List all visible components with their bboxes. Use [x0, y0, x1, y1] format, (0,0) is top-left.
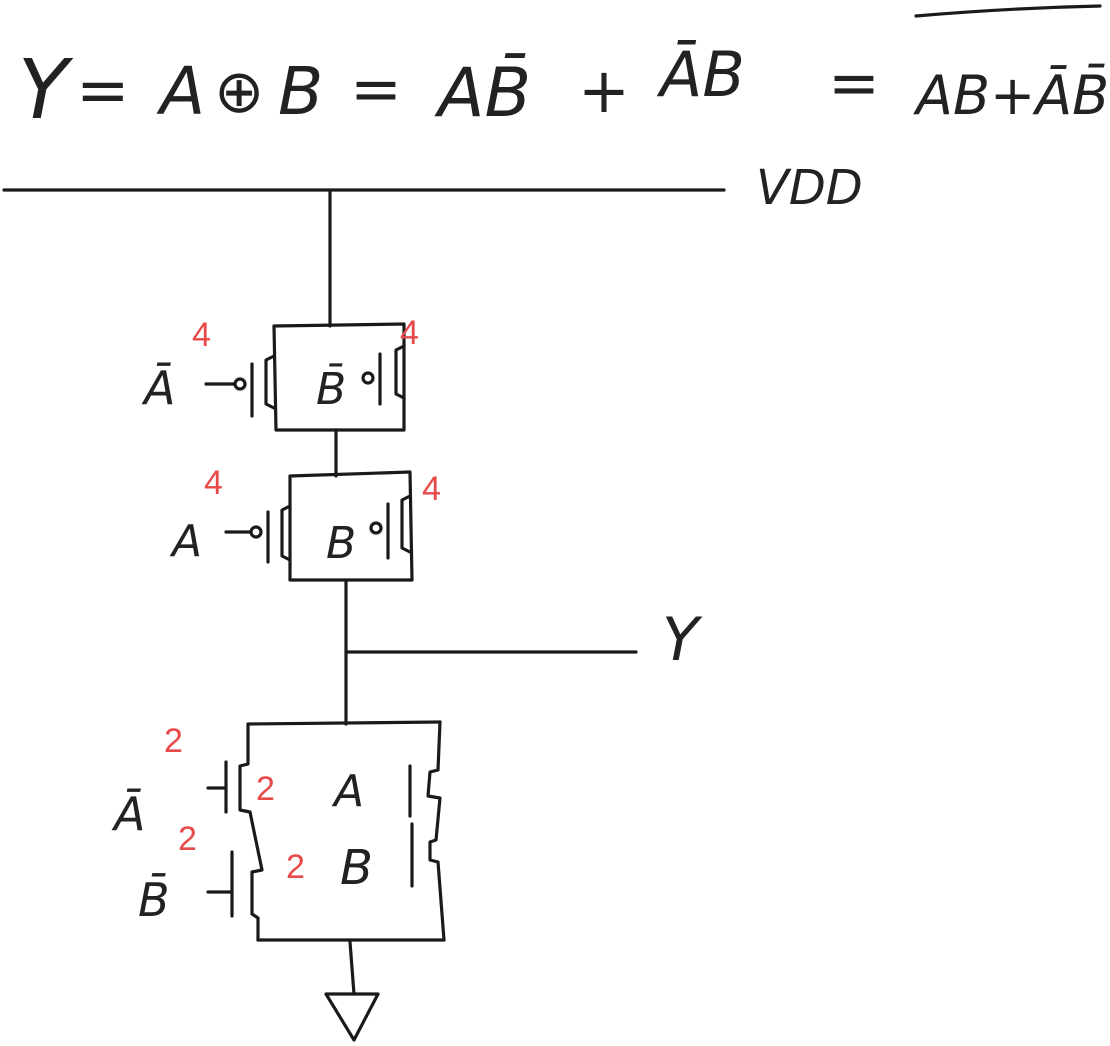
pmos-pair-1: Ā 4 B̄ 4 — [141, 314, 419, 432]
nmos-2-size-label-top: 2 — [178, 820, 197, 858]
pmos-pair-2-frame — [288, 470, 414, 582]
nmos-3-gate-label: A — [331, 766, 364, 817]
pmos-1-gate-label: Ā — [141, 361, 175, 415]
equation-plus: + — [578, 54, 630, 127]
ground-wire — [348, 940, 356, 996]
equation-xor-symbol: ⊕ — [214, 57, 264, 127]
pmos-4-bubble — [369, 521, 383, 535]
nmos-1-size-label-side: 2 — [256, 770, 275, 808]
pmos-1-size-label: 4 — [192, 316, 211, 354]
pmos-4-channel — [400, 494, 412, 554]
nmos-network: Ā 2 2 B̄ 2 2 A B — [111, 720, 446, 942]
nmos-left-branch — [238, 722, 264, 942]
nmos-2-size-label-side: 2 — [286, 848, 305, 886]
pmos-2-channel — [394, 344, 406, 400]
pmos-3-bubble — [249, 525, 263, 539]
pmos-2-size-label: 4 — [400, 314, 419, 352]
pmos-3-size-label: 4 — [204, 464, 223, 502]
pmos-1-bubble — [233, 377, 247, 391]
equation-equals-1: = — [76, 54, 130, 128]
equation-operand-b: B — [278, 53, 323, 130]
pmos-pair-2: A 4 B 4 — [169, 464, 441, 582]
equation-term-a-bbar: AB̄ — [434, 53, 531, 133]
output-label: Y — [662, 605, 703, 675]
vdd-label: VDD — [756, 160, 863, 216]
nmos-right-branch — [426, 720, 446, 942]
equation: Y = A ⊕ B = AB̄ + ĀB = AB+ĀB̄ — [18, 4, 1109, 138]
nmos-4-gate-label: B — [340, 840, 373, 896]
output-node: Y — [344, 580, 703, 726]
equation-term-abar-b: ĀB — [656, 38, 745, 111]
pmos-4-size-label: 4 — [422, 470, 441, 508]
pmos-4-gate-label: B — [326, 518, 356, 569]
equation-operand-a: A — [156, 53, 205, 130]
vdd-rail: VDD — [2, 160, 863, 328]
nmos-1-size-label-top: 2 — [164, 722, 183, 760]
equation-equals-3: = — [828, 46, 880, 119]
ground-triangle — [324, 992, 380, 1042]
equation-overbar — [914, 4, 1102, 18]
pmos-3-gate-label: A — [169, 516, 202, 567]
equation-lhs: Y — [18, 43, 74, 138]
pmos-pair-1-frame — [272, 322, 406, 432]
nmos-2-gate-label: B̄ — [138, 873, 170, 927]
equation-term-xnor-complement: AB+ĀB̄ — [913, 64, 1109, 127]
pmos-2-bubble — [361, 371, 375, 385]
nmos-1-gate-label: Ā — [111, 787, 145, 841]
ground-symbol — [324, 940, 380, 1042]
pmos-3-channel — [280, 504, 292, 562]
pmos-1-channel — [264, 354, 276, 410]
nmos-top-wire — [246, 720, 442, 726]
equation-equals-2: = — [350, 52, 402, 125]
pmos-2-gate-label: B̄ — [316, 362, 346, 415]
